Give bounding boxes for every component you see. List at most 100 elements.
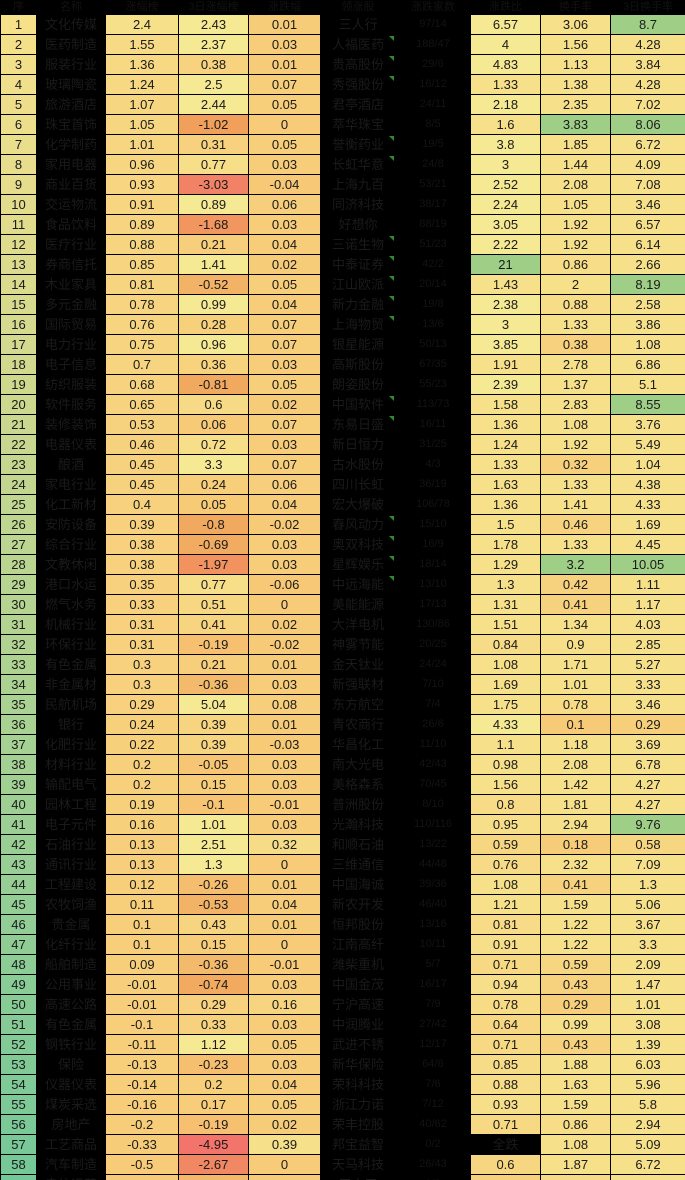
turnover-3d-value: 3.33 (610, 674, 685, 695)
table-row[interactable]: 21 装修装饰 0.53 0.06 0.07 东易日盛 16/11 1.36 1.08 3.76 (0, 414, 685, 435)
table-row[interactable]: 30 燃气水务 0.33 0.51 0 美能能源 17/13 1.31 0.41 1.17 (0, 594, 685, 615)
industry-name: 环保行业 (36, 634, 106, 655)
turnover-3d-value: 9.76 (610, 814, 685, 835)
turnover-value: 0.41 (540, 874, 611, 895)
table-row[interactable]: 34 非金属材 0.3 -0.36 0.03 新强联材 7/10 1.69 1.01 3.33 (0, 674, 685, 695)
table-row[interactable]: 53 保险 -0.13 -0.23 0.03 新华保险 64/6 0.85 1.88 6.03 (0, 1054, 685, 1075)
table-row[interactable]: 15 多元金融 0.78 0.99 0.04 新力金融 19/8 2.38 0.88 2.58 (0, 294, 685, 315)
gain-rank-value: 0.12 (105, 874, 179, 895)
leader-stock: 光瀚科技 (320, 814, 396, 835)
turnover-value: 1.44 (540, 154, 611, 175)
table-row[interactable]: 6 珠宝首饰 1.05 -1.02 0 萃华珠宝 8/5 1.6 3.83 8.06 (0, 114, 685, 135)
up-marker-icon (389, 256, 394, 261)
change-pct-value: 0.04 (248, 894, 321, 915)
table-row[interactable]: 18 电子信息 0.7 0.36 0.03 高斯股份 67/35 1.91 2.78 6.86 (0, 354, 685, 375)
gain-rank-3d-value: 2.44 (178, 94, 249, 115)
table-row[interactable]: 31 机械行业 0.31 0.41 0.02 大洋电机 130/86 1.51 1.34 4.03 (0, 614, 685, 635)
table-row[interactable]: 8 家用电器 0.96 0.77 0.03 长虹华意 24/8 3 1.44 4.09 (0, 154, 685, 175)
table-row[interactable]: 50 高速公路 -0.01 0.29 0.16 宁沪高速 7/9 0.78 0.29 1.01 (0, 994, 685, 1015)
table-row[interactable]: 37 化肥行业 0.22 0.39 -0.03 华昌化工 11/10 1.1 1.18 3.69 (0, 734, 685, 755)
table-row[interactable]: 33 有色金属 0.3 0.21 0.01 金天钛业 24/24 1.08 1.71 5.27 (0, 654, 685, 675)
table-row[interactable]: 56 房地产 -0.2 -0.19 0.02 荣丰控股 40/62 0.71 0.86 2.94 (0, 1114, 685, 1135)
table-row[interactable]: 2 医药制造 1.55 2.37 0.03 人福医药 188/47 4 1.56 4.28 (0, 34, 685, 55)
table-row[interactable]: 47 化纤行业 0.1 0.15 0 江南高纤 10/11 0.91 1.22 3.3 (0, 934, 685, 955)
table-row[interactable]: 40 园林工程 0.19 -0.1 -0.01 普洲股份 8/10 0.8 1.81 4.27 (0, 794, 685, 815)
table-row[interactable]: 32 环保行业 0.31 -0.19 -0.02 神雾节能 20/25 0.84 0.9 2.85 (0, 634, 685, 655)
table-row[interactable]: 39 输配电气 0.2 0.15 0.03 美格森系 70/45 1.56 1.42 4.27 (0, 774, 685, 795)
row-index: 15 (0, 294, 37, 315)
table-row[interactable]: 1 文化传媒 2.4 2.43 0.01 三人行 97/14 6.57 3.06 8.7 (0, 14, 685, 35)
industry-name: 农牧饲渔 (36, 894, 106, 915)
table-row[interactable]: 25 化工新材 0.4 0.05 0.04 宏大爆破 106/78 1.36 1.41 4.33 (0, 494, 685, 515)
table-row[interactable]: 48 船舶制造 0.09 -0.36 -0.01 潍柴重机 5/7 0.71 0.59 2.09 (0, 954, 685, 975)
table-row[interactable]: 49 公用事业 -0.01 -0.74 0.03 中国金茂 16/17 0.94 0.43 1.4… (0, 974, 685, 995)
table-row[interactable]: 16 国际贸易 0.76 0.28 0.07 上海物贸 13/6 3 1.33 3.86 (0, 314, 685, 335)
industry-name: 交运物流 (36, 194, 106, 215)
table-row[interactable]: 42 石油行业 0.13 2.51 0.32 和顺石油 13/22 0.59 0.18 0.58 (0, 834, 685, 855)
updown-count: 24/8 (395, 154, 471, 175)
updown-count: 8/10 (395, 794, 471, 815)
table-row[interactable]: 36 银行 0.24 0.39 0.01 青农商行 26/6 4.33 0.1 0.29 (0, 714, 685, 735)
turnover-3d-value: 3.76 (610, 414, 685, 435)
gain-rank-3d-value: 0.77 (178, 574, 249, 595)
gain-rank-3d-value: 0.99 (178, 294, 249, 315)
table-row[interactable]: 11 食品饮料 0.89 -1.68 0.03 好想你 88/19 3.05 1.92 6.57 (0, 214, 685, 235)
table-row[interactable]: 23 酿酒 0.45 3.3 0.07 古水股份 4/3 1.33 0.32 1.04 (0, 454, 685, 475)
table-row[interactable]: 55 煤炭采选 -0.16 0.17 0.05 浙江力诺 7/12 0.93 1.59 5.8 (0, 1094, 685, 1115)
turnover-3d-value: 5.06 (610, 894, 685, 915)
change-pct-value: 0.01 (248, 874, 321, 895)
table-row[interactable]: 5 旅游酒店 1.07 2.44 0.05 君亭酒店 24/11 2.18 2.35 7.02 (0, 94, 685, 115)
turnover-3d-value: 6.14 (610, 234, 685, 255)
updown-ratio-value: 0.64 (470, 1014, 541, 1035)
row-index: 44 (0, 874, 37, 895)
table-row[interactable]: 35 民航机场 0.29 5.04 0.08 东方航空 7/4 1.75 0.78 3.46 (0, 694, 685, 715)
updown-ratio-value: 0.78 (470, 994, 541, 1015)
table-row[interactable]: 27 综合行业 0.38 -0.69 0.03 奥双科技 16/9 1.78 1.33 4.45 (0, 534, 685, 555)
gain-rank-value: -0.13 (105, 1054, 179, 1075)
table-row[interactable]: 46 贵金属 0.1 0.43 0.01 恒邦股份 13/16 0.81 1.22 3.67 (0, 914, 685, 935)
table-row[interactable]: 17 电力行业 0.75 0.96 0.07 银星能源 50/13 3.85 0.38 1.08 (0, 334, 685, 355)
gain-rank-value: 0.38 (105, 554, 179, 575)
table-row[interactable]: 3 服装行业 1.36 0.38 0.01 贵高股份 29/6 4.83 1.13 3.84 (0, 54, 685, 75)
table-row[interactable]: 26 安防设备 0.39 -0.8 -0.02 春风动力 15/10 1.5 0.46 1.69 (0, 514, 685, 535)
table-row[interactable]: 20 软件服务 0.65 0.6 0.02 中国软件 113/73 1.58 2.83 8.55 (0, 394, 685, 415)
gain-rank-3d-value: 0.51 (178, 594, 249, 615)
table-row[interactable]: 14 木业家具 0.81 -0.52 0.05 江山欧派 20/14 1.43 2 8.19 (0, 274, 685, 295)
table-row[interactable]: 28 文教休闲 0.38 -1.97 0.03 星辉娱乐 18/14 1.29 3.2 10.05 (0, 554, 685, 575)
updown-ratio-value: 0.88 (470, 1074, 541, 1095)
updown-ratio-value: 1.33 (470, 454, 541, 475)
up-marker-icon (389, 516, 394, 521)
table-row[interactable]: 10 交运物流 0.91 0.89 0.06 同济科技 38/17 2.24 1.05 3.46 (0, 194, 685, 215)
table-row[interactable]: 57 工艺商品 -0.33 -4.95 0.39 邦宝益智 0/2 全跌 1.08 5.09 (0, 1134, 685, 1155)
table-row[interactable]: 19 纺织服装 0.68 -0.81 0.05 朗姿股份 55/23 2.39 1.37 5.1 (0, 374, 685, 395)
table-row[interactable]: 24 家电行业 0.45 0.24 0.06 四川长虹 36/19 1.63 1.33 4.38 (0, 474, 685, 495)
table-row[interactable]: 51 有色金属 -0.1 0.33 0.03 中润腾业 27/42 0.64 0.99 3.08 (0, 1014, 685, 1035)
gain-rank-value: 0.68 (105, 374, 179, 395)
table-row[interactable]: 45 农牧饲渔 0.11 -0.53 0.04 新农开发 46/40 1.21 1.59 5.06 (0, 894, 685, 915)
industry-name: 医药制造 (36, 34, 106, 55)
gain-rank-value: 0.1 (105, 914, 179, 935)
table-row[interactable]: 29 港口水运 0.35 0.77 -0.06 中远海能 13/10 1.3 0.42 1.11 (0, 574, 685, 595)
turnover-3d-value: 0.29 (610, 714, 685, 735)
gain-rank-3d-value: 0.28 (178, 314, 249, 335)
table-row[interactable]: 41 电子元件 0.16 1.01 0.03 光瀚科技 110/116 0.95 2.94 9.7… (0, 814, 685, 835)
table-row[interactable]: 58 汽车制造 -0.5 -2.67 0 天马科技 26/43 0.6 1.87 6.72 (0, 1154, 685, 1175)
table-row[interactable]: 22 电器仪表 0.46 0.72 0.03 新日恒力 31/25 1.24 1.92 5.49 (0, 434, 685, 455)
table-row[interactable]: 9 商业百货 0.93 -3.03 -0.04 上海九百 53/21 2.52 2.08 7.08 (0, 174, 685, 195)
industry-name: 家用电器 (36, 154, 106, 175)
table-row[interactable]: 13 券商信托 0.85 1.41 0.02 中泰证券 42/2 21 0.86 2.66 (0, 254, 685, 275)
leader-stock: 江南高纤 (320, 934, 396, 955)
table-row[interactable]: 12 医疗行业 0.88 0.21 0.04 三诺生物 51/23 2.22 1.92 6.14 (0, 234, 685, 255)
table-row[interactable]: 54 仪器仪表 -0.14 0.2 0.04 荣科科技 7/6 0.88 1.63 5.96 (0, 1074, 685, 1095)
change-pct-value: 0.05 (248, 1034, 321, 1055)
table-row[interactable]: 44 工程建设 0.12 -0.26 0.01 中国海诚 39/36 1.08 0.41 1.3 (0, 874, 685, 895)
table-row[interactable]: 59电信运营-0.58-0.410.01三六三1/30.330.762.25 (0, 1174, 685, 1180)
table-row[interactable]: 38 材料行业 0.2 -0.05 0.03 南大光电 42/43 0.98 2.08 6.78 (0, 754, 685, 775)
gain-rank-3d-value: 2.43 (178, 14, 249, 35)
gain-rank-3d-value: -0.26 (178, 874, 249, 895)
table-row[interactable]: 7 化学制药 1.01 0.31 0.05 誉衡药业 19/5 3.8 1.85 6.72 (0, 134, 685, 155)
turnover-value: 1.37 (540, 374, 611, 395)
table-row[interactable]: 43 通讯行业 0.13 1.3 0 三维通信 44/48 0.76 2.32 7.09 (0, 854, 685, 875)
table-row[interactable]: 4 玻璃陶瓷 1.24 2.5 0.07 秀强股份 16/12 1.33 1.38 4.28 (0, 74, 685, 95)
table-row[interactable]: 52 钢铁行业 -0.11 1.12 0.05 武进不锈 12/17 0.71 0.43 1.39 (0, 1034, 685, 1055)
